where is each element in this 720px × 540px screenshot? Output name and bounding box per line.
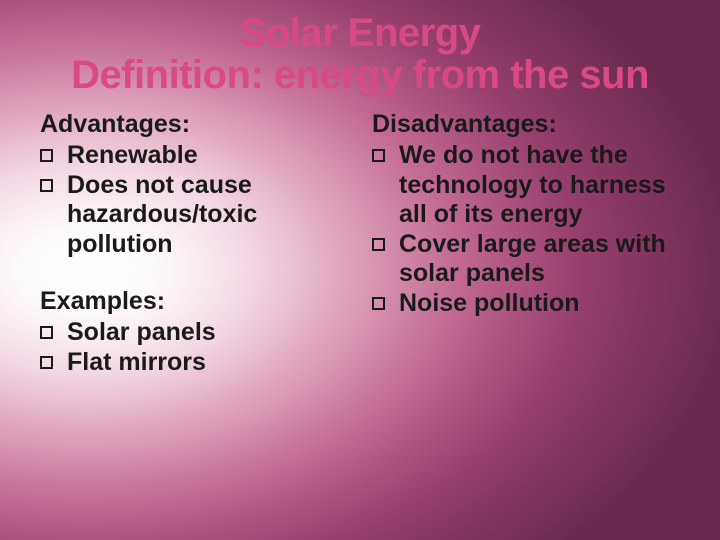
list-item-text: We do not have the technology to harness… (399, 141, 680, 230)
list-item-text: Cover large areas with solar panels (399, 230, 680, 289)
square-bullet-icon (40, 356, 53, 369)
list-item-text: Solar panels (67, 318, 348, 348)
advantages-heading: Advantages: (40, 110, 348, 139)
advantages-list: Renewable Does not cause hazardous/toxic… (40, 141, 348, 259)
list-item: We do not have the technology to harness… (372, 141, 680, 230)
list-item: Renewable (40, 141, 348, 171)
square-bullet-icon (40, 179, 53, 192)
list-item-text: Noise pollution (399, 289, 680, 319)
square-bullet-icon (372, 149, 385, 162)
right-column: Disadvantages: We do not have the techno… (372, 110, 680, 405)
square-bullet-icon (40, 326, 53, 339)
slide: Solar Energy Definition: energy from the… (0, 0, 720, 540)
left-column: Advantages: Renewable Does not cause haz… (40, 110, 348, 405)
square-bullet-icon (40, 149, 53, 162)
content-columns: Advantages: Renewable Does not cause haz… (40, 110, 680, 405)
examples-list: Solar panels Flat mirrors (40, 318, 348, 377)
list-item-text: Does not cause hazardous/toxic pollution (67, 171, 348, 260)
square-bullet-icon (372, 238, 385, 251)
disadvantages-list: We do not have the technology to harness… (372, 141, 680, 318)
slide-title-line2: Definition: energy from the sun (40, 54, 680, 96)
slide-title-line1: Solar Energy (40, 12, 680, 54)
disadvantages-heading: Disadvantages: (372, 110, 680, 139)
square-bullet-icon (372, 297, 385, 310)
list-item: Cover large areas with solar panels (372, 230, 680, 289)
examples-heading: Examples: (40, 287, 348, 316)
list-item: Flat mirrors (40, 348, 348, 378)
title-block: Solar Energy Definition: energy from the… (40, 12, 680, 96)
list-item: Does not cause hazardous/toxic pollution (40, 171, 348, 260)
list-item-text: Flat mirrors (67, 348, 348, 378)
list-item: Noise pollution (372, 289, 680, 319)
list-item: Solar panels (40, 318, 348, 348)
list-item-text: Renewable (67, 141, 348, 171)
